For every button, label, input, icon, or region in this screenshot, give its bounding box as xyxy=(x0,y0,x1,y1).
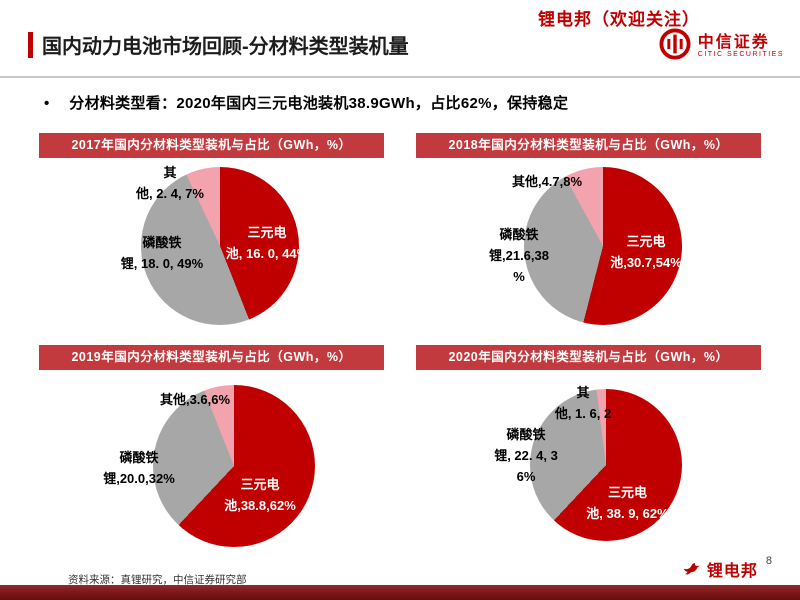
pie-chart-2020 xyxy=(530,389,682,541)
pie-chart-2017 xyxy=(141,167,299,325)
footer-bar xyxy=(0,585,800,600)
pie-label-lfp-2019: 磷酸铁 锂,20.0,32% xyxy=(103,450,175,486)
bullet-text: 分材料类型看：2020年国内三元电池装机38.9GWh，占比62%，保持稳定 xyxy=(69,95,569,112)
pie-label-other-2017: 其 他, 2. 4, 7% xyxy=(136,165,204,201)
pie-label-other-2020: 其 他, 1. 6, 2 xyxy=(554,385,612,421)
citic-logo-cn: 中信证券 xyxy=(697,33,770,51)
source-note: 资料来源：真锂研究，中信证券研究部 xyxy=(68,574,247,586)
pie-chart-2018 xyxy=(524,167,682,325)
bullet-point: • 分材料类型看：2020年国内三元电池装机38.9GWh，占比62%，保持稳定 xyxy=(44,92,568,113)
title-accent-bar xyxy=(28,31,33,58)
chart-title-2019: 2019年国内分材料类型装机与占比（GWh，%） xyxy=(39,345,384,370)
brand-promo: 锂电邦（欢迎关注） xyxy=(538,10,700,29)
brand-watermark: 锂电邦 8 xyxy=(682,555,772,582)
chart-panel-2020: 2020年国内分材料类型装机与占比（GWh，%） 其 他, 1. 6, 2 磷酸… xyxy=(412,345,765,557)
chart-title-2017: 2017年国内分材料类型装机与占比（GWh，%） xyxy=(39,133,384,158)
pie-chart-2019 xyxy=(153,385,315,547)
chart-panel-2018: 2018年国内分材料类型装机与占比（GWh，%） 其他,4.7,8% 磷酸铁 锂… xyxy=(412,133,765,340)
watermark-text: 锂电邦 xyxy=(706,562,758,580)
citic-logo-en: CITIC SECURITIES xyxy=(697,51,784,59)
slide-title-row: 国内动力电池市场回顾-分材料类型装机量 xyxy=(28,30,409,59)
pie-label-lfp-2018: 磷酸铁 锂,21.6,38 % xyxy=(489,227,549,284)
bullet-marker: • xyxy=(44,95,50,112)
pie-label-ternary-2020: 三元电 池, 38. 9, 62% xyxy=(586,485,669,521)
pie-label-ternary-2018: 三元电 池,30.7,54% xyxy=(610,234,682,270)
chart-title-2020: 2020年国内分材料类型装机与占比（GWh，%） xyxy=(416,345,761,370)
pie-label-other-2019: 其他,3.6,6% xyxy=(159,392,231,407)
page-title: 国内动力电池市场回顾-分材料类型装机量 xyxy=(42,36,409,58)
chart-panel-2017: 2017年国内分材料类型装机与占比（GWh，%） 其 他, 2. 4, 7% 磷… xyxy=(35,133,388,340)
pie-label-ternary-2017: 三元电 池, 16. 0, 44% xyxy=(225,225,309,261)
page-number: 8 xyxy=(765,555,772,567)
bird-icon xyxy=(682,555,704,582)
header-divider xyxy=(0,76,800,78)
citic-logo-text: 中信证券 CITIC SECURITIES xyxy=(698,34,784,59)
citic-logo: 中信证券 CITIC SECURITIES xyxy=(658,27,784,66)
pie-label-other-2018: 其他,4.7,8% xyxy=(511,174,583,189)
pie-label-lfp-2017: 磷酸铁 锂, 18. 0, 49% xyxy=(120,235,204,271)
chart-title-2018: 2018年国内分材料类型装机与占比（GWh，%） xyxy=(416,133,761,158)
pie-label-ternary-2019: 三元电 池,38.8,62% xyxy=(224,477,296,513)
chart-panel-2019: 2019年国内分材料类型装机与占比（GWh，%） 其他,3.6,6% 磷酸铁 锂… xyxy=(35,345,388,557)
citic-emblem-icon xyxy=(658,27,692,66)
pie-label-lfp-2020: 磷酸铁 锂, 22. 4, 3 6% xyxy=(494,427,558,484)
